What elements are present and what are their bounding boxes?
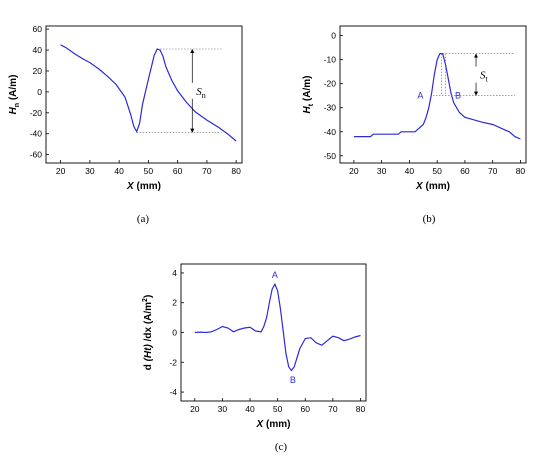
x-axis-label: X (mm): [126, 181, 161, 192]
y-tick-label: -30: [324, 103, 337, 113]
y-tick-label: 0: [331, 31, 336, 41]
plot-frame: [339, 25, 527, 164]
y-tick-label: -60: [30, 150, 43, 160]
y-tick-label: 0: [172, 328, 177, 338]
point-label-a: A: [272, 270, 278, 280]
chart-b: 20 30 40 50 60 70 80 -50 -40 -30 -20 -10 0 X (mm) Ht (…: [302, 25, 527, 225]
y-tick-label: -2: [169, 357, 177, 367]
y-tick-label: 2: [172, 298, 177, 308]
x-tick-label: 50: [432, 166, 442, 176]
chart-c: 20 30 40 50 60 70 80 -4 -2 0 2 4 X (mm) d (Ht) /dx (A…: [142, 263, 367, 453]
x-tick-label: 70: [488, 166, 498, 176]
subfigure-caption: (c): [275, 441, 288, 453]
y-tick-label: -20: [30, 108, 43, 118]
x-axis-label: X (mm): [415, 181, 450, 192]
x-axis-label: X (mm): [256, 419, 291, 430]
y-tick-label: -4: [169, 387, 177, 397]
x-tick-label: 20: [56, 166, 66, 176]
x-tick-label: 40: [245, 404, 255, 414]
x-tick-label: 30: [218, 404, 228, 414]
y-tick-label: 40: [33, 45, 43, 55]
x-tick-label: 80: [516, 166, 526, 176]
subfigure-caption: (b): [423, 213, 436, 225]
x-tick-label: 30: [85, 166, 95, 176]
amplitude-label: St: [480, 70, 489, 84]
x-tick-label: 80: [356, 404, 366, 414]
x-tick-label: 50: [144, 166, 154, 176]
x-tick-label: 20: [190, 404, 200, 414]
subfigure-caption: (a): [137, 213, 150, 225]
plot-frame: [45, 25, 243, 164]
series-line: [353, 52, 521, 140]
x-tick-label: 60: [460, 166, 470, 176]
y-axis-label: Ht (A/m): [302, 76, 315, 114]
chart-a: 20 30 40 50 60 70 80 -60 -40 -20 0 20 40 60 X (mm) Hn (…: [8, 24, 243, 225]
point-label-a: A: [417, 91, 423, 101]
y-tick-label: -50: [324, 151, 337, 161]
x-tick-label: 80: [231, 166, 241, 176]
y-tick-label: 60: [33, 24, 43, 34]
x-tick-label: 70: [328, 404, 338, 414]
x-tick-label: 50: [273, 404, 283, 414]
series-line: [194, 282, 361, 372]
x-tick-label: 30: [377, 166, 387, 176]
series-line: [60, 44, 237, 142]
x-tick-label: 70: [202, 166, 212, 176]
y-tick-label: -40: [324, 127, 337, 137]
y-tick-label: -10: [324, 55, 337, 65]
point-label-b: B: [290, 375, 296, 385]
y-axis-label: Hn (A/m): [8, 75, 21, 115]
x-tick-label: 60: [301, 404, 311, 414]
x-tick-label: 60: [173, 166, 183, 176]
y-tick-label: -20: [324, 79, 337, 89]
x-tick-label: 20: [349, 166, 359, 176]
y-tick-label: -40: [30, 129, 43, 139]
point-label-b: B: [455, 91, 461, 101]
y-tick-label: 0: [37, 87, 42, 97]
y-axis-label: d (Ht) /dx (A/m2): [142, 295, 154, 371]
x-tick-label: 40: [114, 166, 124, 176]
y-tick-label: 20: [33, 66, 43, 76]
y-tick-label: 4: [172, 268, 177, 278]
amplitude-label: Sn: [196, 86, 206, 100]
x-tick-label: 40: [405, 166, 415, 176]
